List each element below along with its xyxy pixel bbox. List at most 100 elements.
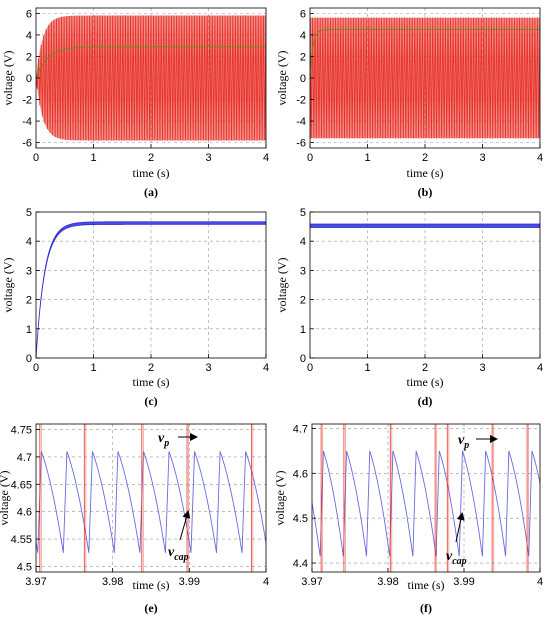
y-tick-label: 1 [300, 324, 306, 336]
annotation-vp-main: v [158, 431, 165, 446]
x-tick-label: 2 [148, 362, 154, 374]
y-axis-label: voltage (V) [275, 51, 289, 106]
y-tick-label: 2 [26, 295, 32, 307]
plot-area [36, 424, 266, 572]
panel-label: (a) [144, 185, 158, 199]
x-tick-label: 0 [307, 362, 313, 374]
x-tick-label: 0 [33, 152, 39, 164]
y-tick-label: 3 [300, 265, 306, 277]
y-tick-label: 4.7 [17, 452, 32, 464]
y-tick-label: 2 [26, 51, 32, 63]
x-tick-label: 1 [90, 362, 96, 374]
x-tick-label: 0 [307, 152, 313, 164]
annotation-vcap-sub: cap [452, 556, 466, 567]
y-tick-label: 4 [26, 236, 32, 248]
axes-box [35, 423, 267, 573]
y-axis-label: voltage (V) [1, 51, 15, 106]
y-tick-label: 6 [26, 8, 32, 20]
x-axis-label: time (s) [133, 578, 170, 592]
x-tick-label: 4 [537, 152, 543, 164]
y-tick-label: 6 [300, 8, 306, 20]
panel-label: (d) [418, 394, 433, 408]
y-tick-label: 0 [26, 353, 32, 365]
plot-content [310, 223, 540, 228]
y-tick-label: -2 [296, 95, 306, 107]
series-e-capacitor-voltage [36, 451, 266, 553]
y-tick-label: 4.55 [11, 534, 32, 546]
x-tick-label: 0 [33, 362, 39, 374]
y-tick-label: -4 [22, 116, 32, 128]
x-tick-label: 2 [148, 152, 154, 164]
annotation-vcap-arrow [179, 510, 191, 541]
x-tick-label: 3.98 [377, 576, 398, 588]
panel-a: 0 1 2 3 4 -6 -4 -2 0 2 4 6 time (s) voltage (V) (a) [1, 7, 269, 199]
grid [36, 424, 266, 572]
x-tick-label: 4 [537, 576, 543, 588]
annotation-vcap-main: v [446, 549, 453, 564]
x-tick-label: 1 [364, 152, 370, 164]
series-d-capacitor-voltage [310, 223, 540, 228]
y-axis-label: voltage (V) [273, 471, 287, 526]
panel-label: (b) [418, 185, 433, 199]
annotation-vp: vp [458, 433, 469, 451]
series-c-capacitor-voltage [36, 221, 266, 358]
y-tick-label: 3 [26, 265, 32, 277]
y-axis-label: voltage (V) [1, 258, 15, 313]
y-tick-label: 4 [300, 236, 306, 248]
x-axis-label: time (s) [407, 375, 444, 389]
plot-content [36, 221, 266, 358]
plot-content [312, 424, 540, 572]
annotation-vp-sub: p [463, 440, 469, 451]
x-tick-label: 3.99 [179, 576, 200, 588]
grid [310, 212, 540, 358]
panel-e: 3.97 3.98 3.99 4 4.5 4.55 4.6 4.65 4.7 4.75 time (… [0, 423, 269, 615]
y-tick-label: 4 [26, 30, 32, 42]
x-axis-label: time (s) [408, 578, 445, 592]
annotation-vp-main: v [458, 433, 465, 448]
y-axis-label: voltage (V) [0, 471, 11, 526]
grid [36, 212, 266, 358]
panel-f: 3.97 3.98 3.99 4 4.4 4.5 4.6 4.7 time (s) voltage… [273, 423, 543, 615]
y-tick-label: 1 [26, 324, 32, 336]
y-tick-label: -4 [296, 116, 306, 128]
annotation-vp-sub: p [163, 438, 169, 449]
annotation-vcap-main: v [168, 545, 175, 560]
grid [312, 424, 540, 572]
panel-label: (e) [144, 601, 157, 615]
y-tick-label: -2 [22, 95, 32, 107]
x-tick-label: 3 [479, 362, 485, 374]
panel-d: 0 1 2 3 4 0 1 2 3 4 5 time (s) voltage (V) (d) [275, 207, 543, 408]
axes-box [311, 423, 541, 573]
series-b-capacitor-voltage [310, 29, 540, 79]
y-tick-label: 4.5 [293, 513, 308, 525]
y-tick-label: 4.4 [293, 558, 308, 570]
y-tick-label: -6 [296, 138, 306, 150]
x-tick-label: 3 [205, 152, 211, 164]
x-tick-label: 3.97 [301, 576, 322, 588]
x-tick-label: 4 [263, 576, 269, 588]
panel-label: (f) [420, 601, 432, 615]
x-tick-label: 1 [90, 152, 96, 164]
annotation-vp: vp [158, 431, 169, 449]
series-b-piezo-voltage [310, 17, 540, 139]
x-axis-label: time (s) [133, 166, 170, 180]
x-tick-label: 3.98 [102, 576, 123, 588]
x-tick-label: 4 [263, 362, 269, 374]
y-tick-label: 2 [300, 51, 306, 63]
series-a-piezo-voltage [36, 15, 266, 141]
series-e-piezo-spikes [39, 424, 254, 572]
panel-c: 0 1 2 3 4 0 1 2 3 4 5 time (s) voltage (V) (c) [1, 207, 269, 408]
y-tick-label: 5 [300, 207, 306, 219]
y-tick-label: 4.6 [293, 468, 308, 480]
y-axis-label: voltage (V) [275, 258, 289, 313]
x-tick-label: 3 [479, 152, 485, 164]
x-axis-label: time (s) [407, 166, 444, 180]
panel-label: (c) [144, 394, 157, 408]
annotation-vcap: vcap [446, 549, 467, 567]
annotation-vcap-sub: cap [174, 552, 188, 563]
y-tick-label: 4.6 [17, 507, 32, 519]
annotation-vcap-arrow [455, 512, 465, 543]
plot-content [36, 15, 266, 141]
y-tick-label: 2 [300, 295, 306, 307]
